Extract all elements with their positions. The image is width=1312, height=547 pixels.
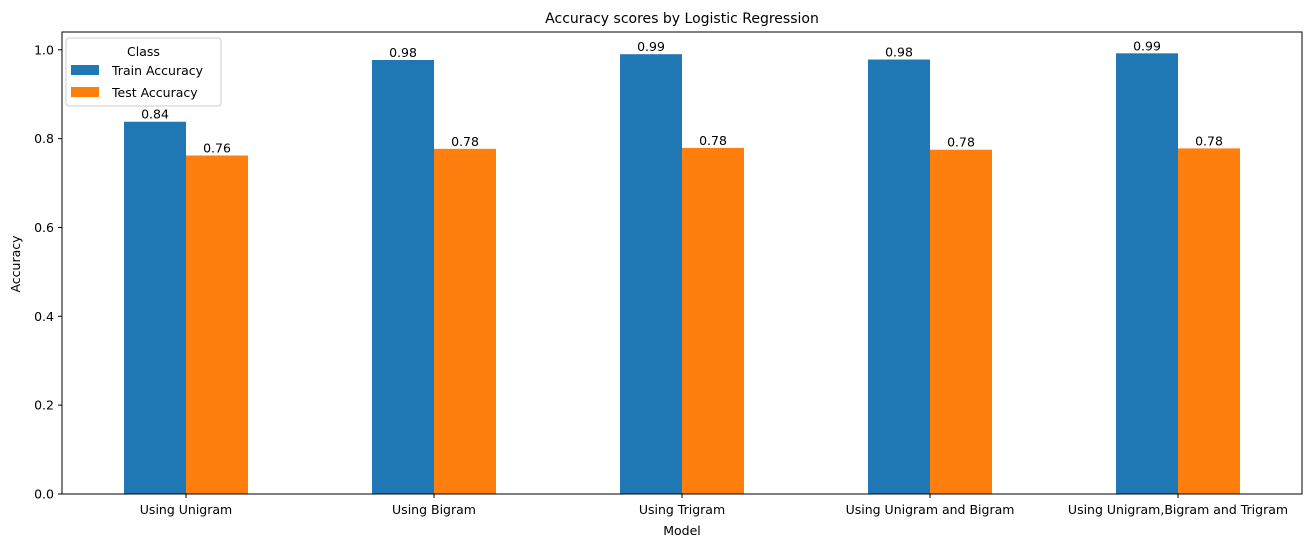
y-tick-label: 0.2: [34, 398, 54, 413]
y-tick-label: 0.6: [34, 220, 54, 235]
data-label-train-4: 0.99: [1133, 38, 1161, 53]
y-tick-label: 1.0: [34, 42, 54, 57]
legend-label-test: Test Accuracy: [111, 85, 198, 100]
data-label-test-2: 0.78: [699, 133, 727, 148]
legend-frame: [65, 37, 222, 107]
x-tick-label: Using Unigram,Bigram and Trigram: [1068, 502, 1288, 517]
legend-title: Class: [127, 44, 160, 59]
bars-layer: [124, 53, 1240, 495]
bar-test-0: [186, 155, 248, 494]
data-label-train-0: 0.84: [141, 107, 169, 122]
legend: Class Train Accuracy Test Accuracy: [65, 37, 222, 107]
legend-swatch-train: [71, 65, 99, 75]
data-label-test-0: 0.76: [203, 140, 231, 155]
y-tick-label: 0.8: [34, 131, 54, 146]
bar-test-1: [434, 148, 496, 494]
x-tick-label: Using Bigram: [392, 502, 476, 517]
data-label-train-1: 0.98: [389, 45, 417, 60]
x-tick-label: Using Unigram and Bigram: [846, 502, 1015, 517]
y-axis-label: Accuracy: [8, 235, 23, 293]
x-tick-label: Using Trigram: [639, 502, 725, 517]
bar-test-4: [1178, 148, 1240, 494]
x-tick-label: Using Unigram: [140, 502, 232, 517]
chart-title: Accuracy scores by Logistic Regression: [545, 11, 819, 27]
y-tick-label: 0.4: [34, 309, 54, 324]
bar-test-3: [930, 149, 992, 494]
bar-train-1: [372, 59, 434, 494]
data-label-train-3: 0.98: [885, 45, 913, 60]
bar-train-2: [620, 54, 682, 494]
x-axis-label: Model: [663, 523, 701, 538]
legend-swatch-test: [71, 87, 99, 97]
bar-test-2: [682, 147, 744, 495]
data-label-test-4: 0.78: [1195, 133, 1223, 148]
legend-label-train: Train Accuracy: [111, 63, 204, 78]
data-label-test-3: 0.78: [947, 135, 975, 150]
data-label-test-1: 0.78: [451, 134, 479, 149]
bar-train-0: [124, 121, 186, 494]
data-label-train-2: 0.99: [637, 39, 665, 54]
axes-layer: 0.0 0.2 0.4 0.6 0.8 1.0 Using Unigram Using Big…: [34, 31, 1303, 517]
data-labels-layer: 0.84 0.98 0.99 0.98 0.99 0.76 0.78 0.78 0.78 0.78: [141, 38, 1223, 155]
y-tick-label: 0.0: [34, 487, 54, 502]
bar-train-4: [1116, 53, 1178, 494]
bar-train-3: [868, 59, 930, 495]
